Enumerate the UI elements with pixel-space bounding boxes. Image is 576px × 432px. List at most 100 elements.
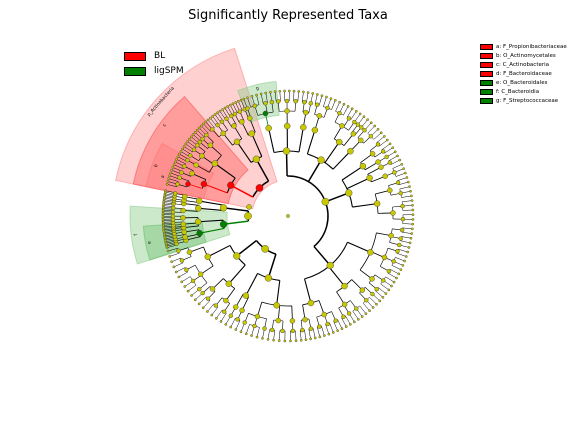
- taxon-node: [381, 278, 386, 283]
- branch-line: [171, 257, 182, 262]
- taxon-node: [231, 123, 237, 129]
- taxon-node: [204, 132, 209, 138]
- taxon-node: [359, 125, 364, 130]
- legend-swatch-ligspm: [124, 66, 146, 76]
- taxon-node: [183, 285, 187, 288]
- legend-item-bl: BL: [124, 51, 165, 61]
- branch-line: [402, 227, 413, 230]
- taxon-node: [276, 99, 281, 104]
- branch-line: [312, 328, 316, 339]
- taxon-node: [294, 339, 298, 343]
- taxon-node: [317, 324, 322, 329]
- taxon-node: [265, 124, 272, 132]
- taxon-node: [184, 267, 189, 273]
- biomarker-node: [196, 230, 203, 237]
- taxon-node: [407, 246, 411, 249]
- taxon-node: [350, 131, 357, 137]
- taxon-node: [229, 113, 234, 119]
- branch-line: [223, 207, 249, 212]
- branch-line: [391, 265, 402, 270]
- branch-line: [401, 195, 412, 198]
- taxon-node: [229, 325, 233, 329]
- taxon-node: [262, 326, 267, 331]
- branch-line: [260, 93, 264, 104]
- taxon-node: [182, 193, 188, 200]
- taxon-node: [325, 321, 330, 327]
- legend-taxon-swatch: [480, 71, 493, 77]
- taxon-node: [409, 236, 413, 240]
- taxon-node: [387, 160, 393, 165]
- taxon-node: [308, 326, 314, 331]
- branch-line: [223, 220, 249, 226]
- taxon-node: [223, 106, 227, 110]
- branch-line: [341, 317, 347, 327]
- biomarker-node: [200, 180, 208, 188]
- taxon-node: [329, 97, 333, 100]
- taxon-node: [303, 109, 309, 116]
- legend-taxon-swatch: [480, 80, 493, 86]
- taxon-node: [213, 303, 219, 308]
- taxon-node: [331, 331, 335, 334]
- taxon-node: [366, 174, 373, 182]
- taxon-node: [353, 320, 356, 324]
- branch-line: [236, 141, 252, 163]
- taxon-node: [283, 89, 286, 93]
- taxon-node: [197, 286, 202, 292]
- branch-line: [265, 92, 268, 103]
- taxon-node: [309, 337, 312, 341]
- taxon-node: [170, 209, 176, 215]
- branch-line: [337, 319, 343, 329]
- taxon-node: [170, 260, 173, 264]
- taxon-node: [188, 153, 193, 158]
- taxon-node: [284, 98, 290, 104]
- taxon-node: [242, 97, 246, 101]
- taxon-node: [355, 122, 361, 127]
- taxon-node: [380, 149, 386, 154]
- taxon-node: [373, 124, 377, 128]
- legend-taxon-g: g: F_Streptococcaceae: [480, 98, 558, 104]
- chart-title: Significantly Represented Taxa: [188, 8, 388, 23]
- branch-line: [329, 323, 334, 333]
- taxon-node: [341, 282, 348, 290]
- taxon-node: [325, 105, 330, 111]
- taxon-node: [282, 147, 291, 155]
- taxon-node: [239, 307, 245, 314]
- taxon-node: [404, 255, 408, 258]
- branch-line: [251, 133, 263, 157]
- taxon-node: [174, 270, 178, 274]
- taxon-node: [354, 109, 358, 113]
- branch-line: [379, 139, 388, 147]
- branch-line: [390, 159, 400, 165]
- branch-line: [333, 321, 338, 331]
- branch-line: [313, 245, 331, 266]
- taxon-node: [387, 187, 393, 194]
- taxon-node: [289, 318, 296, 324]
- taxon-node: [170, 214, 176, 219]
- root-node: [286, 214, 290, 218]
- taxon-node: [247, 115, 253, 121]
- taxon-node: [411, 227, 414, 231]
- branch-line: [232, 103, 238, 113]
- branch-line: [346, 108, 353, 118]
- taxon-node: [381, 295, 385, 299]
- taxon-node: [339, 123, 345, 129]
- branch-arc: [287, 175, 329, 247]
- legend-taxon-f: f: C_Bacteroidia: [480, 89, 539, 95]
- clade-shade: [132, 95, 249, 205]
- taxon-node: [200, 124, 203, 128]
- taxon-node: [300, 124, 307, 131]
- clade-label-e: e: [147, 240, 152, 244]
- taxon-node: [385, 138, 389, 142]
- taxon-node: [336, 138, 343, 146]
- taxon-node: [173, 160, 177, 164]
- taxon-node: [232, 111, 238, 117]
- branch-line: [187, 284, 197, 292]
- branch-line: [328, 266, 345, 287]
- taxon-node: [269, 327, 275, 333]
- taxon-node: [179, 150, 183, 153]
- branch-line: [395, 172, 406, 177]
- taxon-node: [179, 170, 184, 175]
- taxon-node: [186, 140, 189, 143]
- branch-line: [318, 95, 323, 106]
